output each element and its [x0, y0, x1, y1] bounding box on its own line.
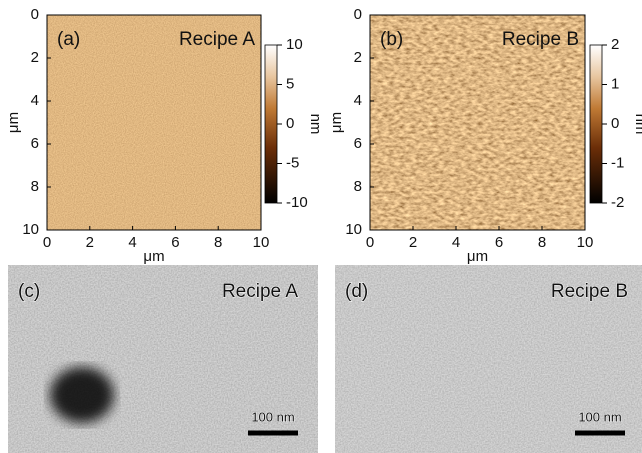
y-tick-label: 0 — [31, 6, 39, 23]
y-tick-label: 6 — [31, 135, 39, 152]
panel-title: Recipe B — [502, 29, 579, 50]
panel-title: Recipe A — [222, 281, 298, 302]
panel-title: Recipe B — [551, 281, 628, 302]
sem-panel-c: (c) Recipe A 100 nm — [8, 265, 318, 453]
sem-image — [8, 265, 318, 453]
colorbar-label: nm — [307, 114, 324, 135]
colorbar-label: nm — [632, 114, 642, 135]
colorbar-tick-label: 10 — [286, 36, 303, 53]
image-frame — [369, 14, 586, 231]
x-tick-label: 8 — [214, 234, 222, 251]
x-tick-label: 6 — [495, 234, 503, 251]
y-axis-label: μm — [328, 112, 345, 133]
x-tick-label: 6 — [171, 234, 179, 251]
colorbar — [264, 44, 278, 204]
y-tick-label: 8 — [31, 178, 39, 195]
x-tick-label: 0 — [43, 234, 51, 251]
x-tick-label: 10 — [253, 234, 270, 251]
y-tick-label: 8 — [354, 178, 362, 195]
x-tick-label: 2 — [409, 234, 417, 251]
colorbar-tick-label: 2 — [611, 36, 619, 53]
panel-label: (a) — [57, 29, 80, 50]
dark-spot — [50, 367, 114, 423]
image-frame — [46, 14, 262, 231]
scale-bar-label: 100 nm — [578, 409, 621, 424]
x-tick-label: 8 — [538, 234, 546, 251]
colorbar-tick-label: 5 — [286, 75, 294, 92]
y-tick-label: 10 — [22, 221, 39, 238]
x-axis-label: μm — [467, 248, 488, 265]
colorbar-tick-label: 1 — [611, 75, 619, 92]
colorbar-tick-label: -2 — [611, 194, 624, 211]
y-axis-label: μm — [5, 112, 22, 133]
panel-label: (b) — [380, 29, 403, 50]
y-tick-label: 6 — [354, 135, 362, 152]
x-tick-label: 2 — [86, 234, 94, 251]
colorbar — [589, 44, 603, 204]
x-tick-label: 4 — [452, 234, 460, 251]
colorbar-tick-label: -1 — [611, 154, 624, 171]
afm-image — [370, 15, 585, 230]
y-tick-label: 10 — [345, 221, 362, 238]
y-tick-label: 4 — [354, 92, 362, 109]
sem-image — [335, 265, 642, 453]
sem-panel-d: (d) Recipe B 100 nm — [335, 265, 642, 453]
colorbar-tick-label: -10 — [286, 194, 308, 211]
y-tick-label: 2 — [31, 49, 39, 66]
y-tick-label: 4 — [31, 92, 39, 109]
x-axis-label: μm — [143, 248, 164, 265]
scale-bar-label: 100 nm — [251, 409, 294, 424]
colorbar-tick-label: -5 — [286, 154, 299, 171]
colorbar-tick-label: 0 — [286, 115, 294, 132]
y-tick-label: 0 — [354, 6, 362, 23]
x-tick-label: 4 — [128, 234, 136, 251]
x-tick-label: 0 — [366, 234, 374, 251]
panel-label: (c) — [18, 281, 40, 302]
x-tick-label: 10 — [577, 234, 594, 251]
y-tick-label: 2 — [354, 49, 362, 66]
afm-image — [47, 15, 261, 230]
panel-label: (d) — [345, 281, 368, 302]
colorbar-tick-label: 0 — [611, 115, 619, 132]
panel-title: Recipe A — [179, 29, 255, 50]
